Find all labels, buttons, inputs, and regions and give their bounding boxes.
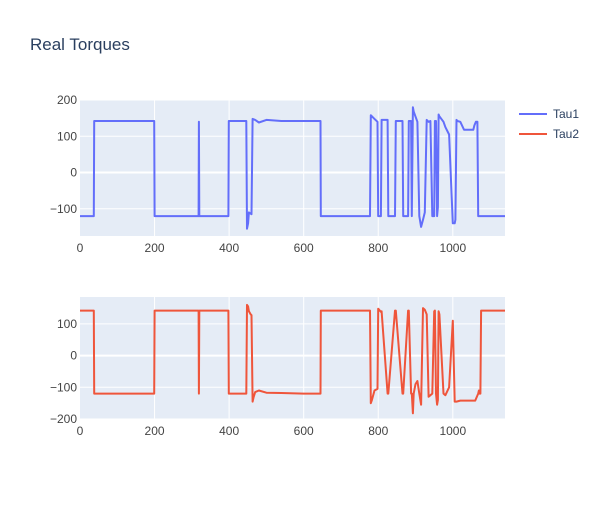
x-tick-label: 0 (77, 424, 84, 438)
y-tick-label: 100 (57, 317, 77, 331)
y-tick-label: −200 (50, 412, 77, 426)
x-tick-label: 800 (368, 424, 388, 438)
x-tick-label: 0 (77, 241, 84, 255)
y-tick-label: 200 (57, 93, 77, 107)
x-tick-label: 600 (294, 424, 314, 438)
x-tick-label: 800 (368, 241, 388, 255)
y-tick-label: 100 (57, 129, 77, 143)
chart-title: Real Torques (30, 35, 130, 54)
x-tick-label: 1000 (439, 241, 466, 255)
x-tick-label: 200 (145, 424, 165, 438)
y-tick-label: −100 (50, 380, 77, 394)
legend-label: Tau2 (553, 127, 579, 141)
legend-item-tau1: Tau1 (519, 107, 579, 121)
series-line-tau2 (80, 303, 505, 415)
legend-label: Tau1 (553, 107, 579, 121)
x-tick-label: 600 (294, 241, 314, 255)
legend-item-tau2: Tau2 (519, 127, 579, 141)
x-tick-label: 200 (145, 241, 165, 255)
y-tick-label: 0 (70, 166, 77, 180)
y-tick-label: 0 (70, 349, 77, 363)
x-tick-label: 400 (219, 424, 239, 438)
chart-legend: Tau1 Tau2 (519, 107, 579, 141)
x-tick-label: 400 (219, 241, 239, 255)
x-tick-label: 1000 (439, 424, 466, 438)
series-line-tau1 (80, 106, 505, 230)
y-tick-label: −100 (50, 202, 77, 216)
